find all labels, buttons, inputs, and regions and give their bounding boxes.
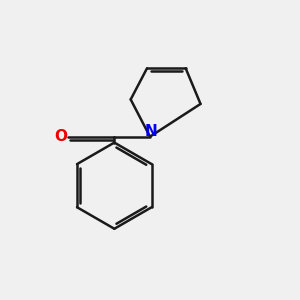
Text: N: N bbox=[144, 124, 157, 139]
Text: O: O bbox=[54, 129, 67, 144]
